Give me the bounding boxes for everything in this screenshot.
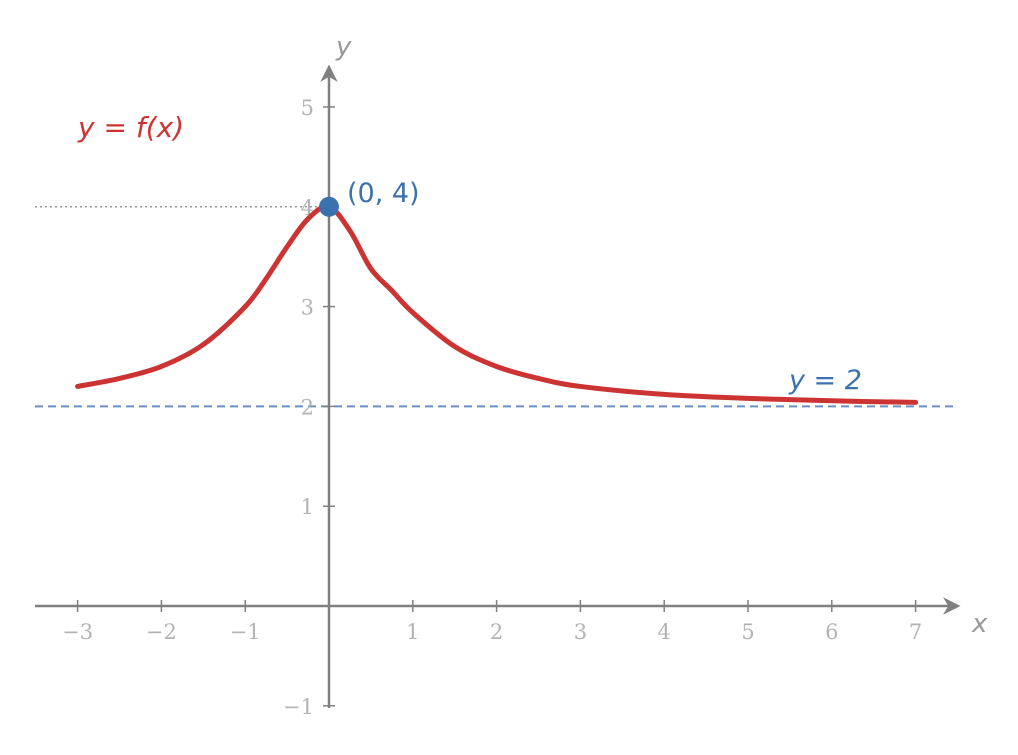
x-ticks: −3 −2 −1 1 2 3 4 5 6 7 — [62, 600, 922, 644]
x-tick-label: 5 — [741, 620, 754, 644]
x-tick-label: 3 — [574, 620, 587, 644]
y-tick-label: 2 — [301, 395, 314, 419]
function-curve — [75, 203, 919, 405]
x-axis-label: x — [971, 609, 988, 639]
x-tick-label: 7 — [909, 620, 922, 644]
asymptote-label: y = 2 — [788, 365, 862, 396]
x-tick-label: −3 — [62, 620, 93, 644]
y-tick-label: −1 — [283, 695, 314, 719]
x-tick-label: 4 — [658, 620, 671, 644]
point-marker — [319, 196, 339, 217]
y-axis-label: y — [335, 32, 352, 62]
y-tick-label: 3 — [301, 296, 314, 320]
point-label: (0, 4) — [347, 178, 420, 209]
y-tick-label: 1 — [301, 495, 314, 519]
x-tick-label: 1 — [406, 620, 419, 644]
x-tick-label: 6 — [825, 620, 838, 644]
x-tick-label: −1 — [230, 620, 261, 644]
function-label: y = f(x) — [77, 111, 184, 144]
x-tick-label: −2 — [146, 620, 177, 644]
y-tick-label: 5 — [301, 96, 314, 120]
x-tick-label: 2 — [490, 620, 503, 644]
